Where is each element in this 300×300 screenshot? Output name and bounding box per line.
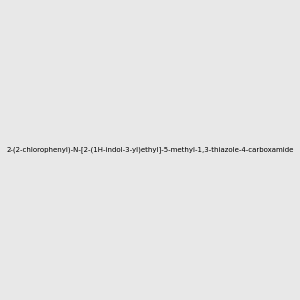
Text: 2-(2-chlorophenyl)-N-[2-(1H-indol-3-yl)ethyl]-5-methyl-1,3-thiazole-4-carboxamid: 2-(2-chlorophenyl)-N-[2-(1H-indol-3-yl)e… (6, 147, 294, 153)
